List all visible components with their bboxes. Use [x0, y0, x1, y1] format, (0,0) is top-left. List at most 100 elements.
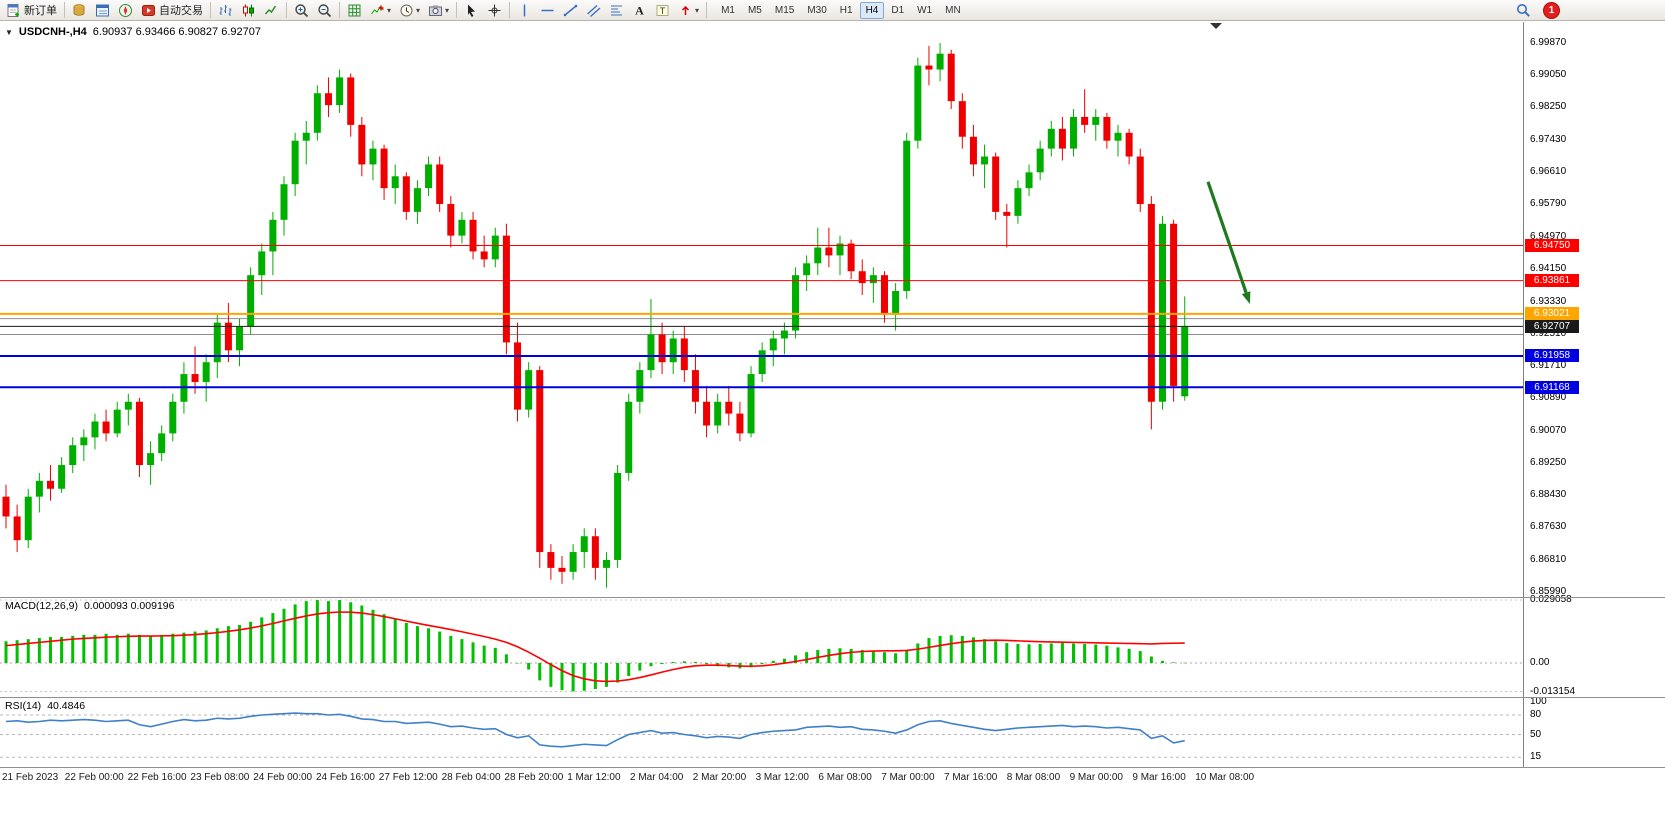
price-tick-label: 6.96610: [1530, 165, 1567, 177]
dropdown-caret-icon[interactable]: ▾: [445, 5, 450, 15]
grid-button[interactable]: [343, 0, 366, 21]
candle-body: [24, 496, 32, 541]
cursor-button[interactable]: [460, 0, 483, 21]
macd-separator[interactable]: [0, 597, 1665, 598]
candle-body: [80, 437, 88, 446]
candle-body: [1125, 132, 1133, 157]
hline-price-label[interactable]: 6.94750: [1525, 239, 1579, 252]
macd-histogram-bar: [326, 601, 330, 663]
notification-badge[interactable]: 1: [1543, 1, 1560, 19]
new-order-button[interactable]: 新订单: [2, 0, 61, 21]
arrows-button[interactable]: ▾: [674, 0, 703, 21]
dropdown-caret-icon[interactable]: ▾: [416, 5, 421, 15]
vertical-line-button[interactable]: [513, 0, 536, 21]
fibonacci-button[interactable]: [605, 0, 628, 21]
trendline-button[interactable]: [559, 0, 582, 21]
line-chart-button[interactable]: [260, 0, 283, 21]
hline-price-label[interactable]: 6.91168: [1525, 380, 1579, 394]
autotrading-button[interactable]: 自动交易: [137, 0, 207, 21]
candle-body: [258, 251, 266, 276]
data-window-button[interactable]: [91, 0, 114, 21]
candle-body: [1025, 172, 1033, 189]
rsi-panel[interactable]: [0, 697, 1523, 767]
new-order-icon: [6, 3, 21, 18]
rsi-name-label: RSI(14): [5, 700, 42, 712]
current-price-label[interactable]: 6.92707: [1525, 319, 1579, 333]
hline-price-label[interactable]: 6.93021: [1525, 307, 1579, 321]
macd-panel[interactable]: [0, 597, 1523, 697]
hline-price-label[interactable]: 6.93861: [1525, 274, 1579, 288]
price-scale[interactable]: 6.99870 6.99050 6.98250 6.97430 6.96610 6.957…: [1524, 22, 1665, 767]
timeframe-h1-button[interactable]: H1: [839, 4, 853, 16]
cursor-icon: [464, 3, 479, 18]
horizontal-line-button[interactable]: [536, 0, 559, 21]
macd-histogram-bar: [983, 639, 987, 663]
candle-body: [91, 421, 99, 438]
zoom-out-button[interactable]: [313, 0, 336, 21]
toolbar-separator: [210, 2, 211, 18]
zoom-in-button[interactable]: [290, 0, 313, 21]
screenshot-button[interactable]: ▾: [424, 0, 453, 21]
clock-button[interactable]: ▾: [395, 0, 424, 21]
market-watch-button[interactable]: [68, 0, 91, 21]
candle-body: [202, 362, 210, 382]
dropdown-caret-icon[interactable]: ▾: [387, 5, 392, 15]
dropdown-caret-icon[interactable]: ▾: [695, 5, 700, 15]
macd-scale-label: 0.00: [1530, 657, 1550, 668]
macd-scale-label: 0.029058: [1530, 593, 1572, 605]
macd-histogram-bar: [1127, 648, 1131, 663]
price-tick-label: 6.94150: [1530, 263, 1567, 275]
navigator-button[interactable]: [114, 0, 137, 21]
text-label-button[interactable]: T: [651, 0, 674, 21]
candle-body: [1136, 156, 1144, 204]
timeframe-h4-button[interactable]: H4: [859, 1, 885, 19]
timeframe-mn-button[interactable]: MN: [945, 4, 961, 16]
candle-body: [591, 536, 599, 568]
indicators-button[interactable]: ▾: [366, 0, 395, 21]
candle-body: [514, 342, 522, 410]
annotation-arrow[interactable]: [1206, 181, 1248, 294]
candle-body: [1081, 116, 1089, 125]
macd-histogram-bar: [1083, 643, 1087, 663]
macd-histogram-bar: [882, 652, 886, 663]
candle-body: [769, 338, 777, 351]
indicators-icon: [370, 3, 385, 18]
rsi-separator[interactable]: [0, 697, 1665, 698]
timeframe-m5-button[interactable]: M5: [747, 4, 762, 16]
bar-chart-button[interactable]: [214, 0, 237, 21]
text-button[interactable]: A: [628, 0, 651, 21]
candle-body: [324, 93, 332, 106]
candle-body: [1003, 211, 1011, 216]
search-button[interactable]: [1512, 0, 1535, 21]
horizontal-line-icon: [540, 3, 555, 18]
candle-chart-icon: [241, 3, 256, 18]
candle-body: [369, 148, 377, 165]
macd-histogram-bar: [360, 605, 364, 663]
chart-shift-marker[interactable]: [1210, 23, 1222, 29]
candlestick-chart[interactable]: [0, 22, 1523, 597]
macd-histogram-bar: [616, 663, 620, 683]
rsi-values-label: 40.4846: [47, 700, 86, 712]
candle-body: [469, 219, 477, 252]
timeframe-m30-button[interactable]: M30: [807, 4, 827, 16]
timeframe-m15-button[interactable]: M15: [774, 4, 795, 16]
price-tick-label: 6.95790: [1530, 198, 1567, 210]
candle-chart-button[interactable]: [237, 0, 260, 21]
time-axis[interactable]: 21 Feb 2023 22 Feb 00:00 22 Feb 16:00 23 Fe…: [0, 768, 1665, 790]
macd-histogram-bar: [304, 601, 308, 663]
crosshair-button[interactable]: [483, 0, 506, 21]
timeframe-d1-button[interactable]: D1: [891, 4, 905, 16]
candle-body: [102, 421, 110, 434]
macd-histogram-bar: [560, 663, 564, 691]
chart-collapse-icon[interactable]: ▼: [5, 27, 13, 37]
macd-histogram-bar: [204, 630, 208, 663]
channel-button[interactable]: [582, 0, 605, 21]
macd-histogram-bar: [1038, 643, 1042, 663]
time-tick-label: 24 Feb 00:00: [253, 772, 313, 783]
candle-body: [625, 401, 633, 473]
macd-histogram-bar: [794, 655, 798, 663]
candle-body: [614, 472, 622, 560]
timeframe-w1-button[interactable]: W1: [917, 4, 933, 16]
hline-price-label[interactable]: 6.91958: [1525, 349, 1579, 363]
timeframe-m1-button[interactable]: M1: [721, 4, 735, 16]
